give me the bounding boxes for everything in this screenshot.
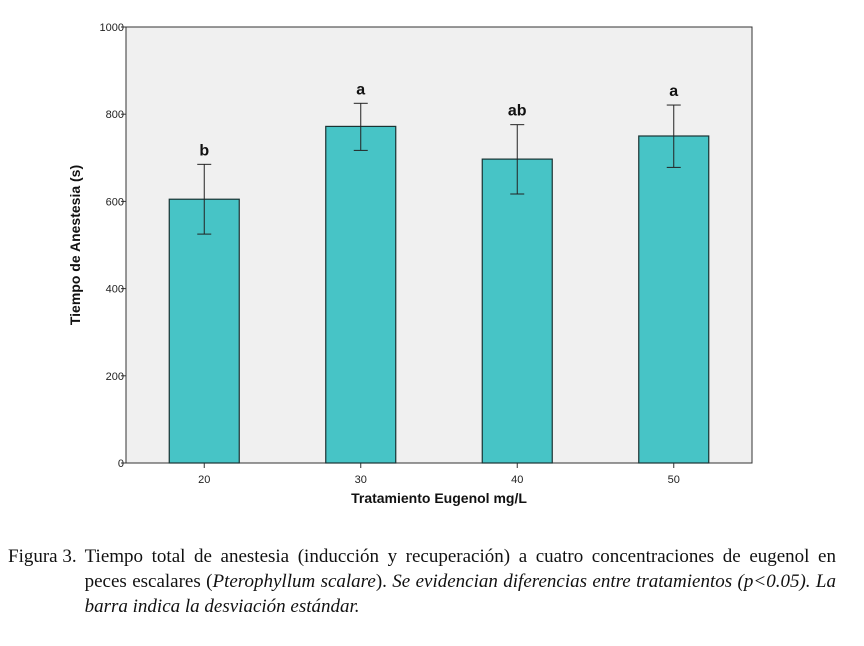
- significance-label-20: b: [199, 142, 209, 159]
- x-tick-label-30: 30: [355, 474, 367, 486]
- y-tick-label: 800: [106, 109, 124, 121]
- y-axis-title: Tiempo de Anestesia (s): [67, 165, 83, 325]
- bars-group: b a ab a: [168, 81, 710, 464]
- caption-label: Figura 3.: [8, 546, 77, 567]
- significance-label-50: a: [669, 83, 678, 100]
- x-tick-label-50: 50: [668, 474, 680, 486]
- y-tick-label: 400: [106, 284, 124, 296]
- caption-text-2: ).: [375, 571, 393, 592]
- figure-caption: Figura 3. Tiempo total de anestesia (ind…: [8, 544, 836, 619]
- significance-label-30: a: [356, 81, 365, 98]
- y-tick-label: 200: [106, 371, 124, 383]
- bar-20: [168, 198, 240, 464]
- x-tick-label-40: 40: [511, 474, 523, 486]
- y-tick-label: 0: [118, 458, 124, 470]
- bar-chart: 0 200 400 600 800 1000 20 30 40 50 b a ab a Tratami…: [67, 22, 753, 506]
- bar-40: [481, 158, 553, 464]
- x-tick-label-20: 20: [198, 474, 210, 486]
- y-axis: 0 200 400 600 800 1000: [100, 22, 127, 470]
- caption-text-3: Se evidencian diferencias entre tratamie…: [84, 571, 836, 617]
- caption-species: Pterophyllum scalare: [212, 571, 376, 592]
- bar-50: [638, 135, 710, 464]
- significance-label-40: ab: [508, 103, 527, 120]
- y-tick-label: 1000: [100, 22, 124, 34]
- caption-text-1: Tiempo total de anestesia (inducción y r…: [84, 546, 836, 592]
- y-tick-label: 600: [106, 196, 124, 208]
- bar-30: [325, 125, 397, 464]
- x-axis: 20 30 40 50: [126, 462, 752, 486]
- x-axis-title: Tratamiento Eugenol mg/L: [351, 490, 527, 506]
- caption-body: Tiempo total de anestesia (inducción y r…: [85, 544, 836, 619]
